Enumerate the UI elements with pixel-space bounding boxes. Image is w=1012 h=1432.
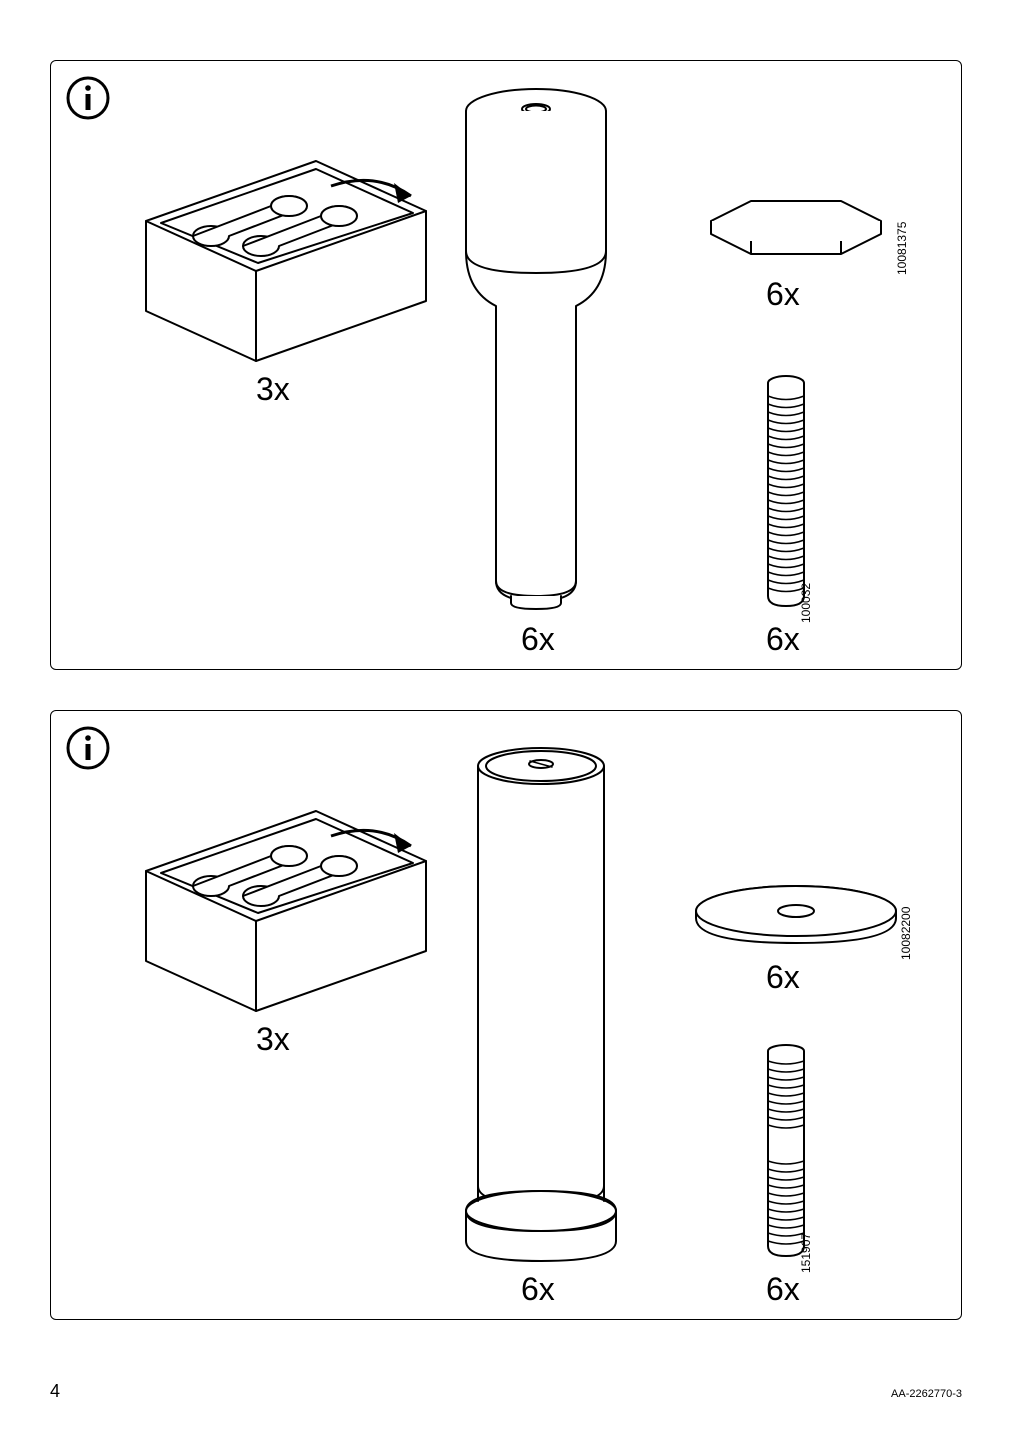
page-number: 4 bbox=[50, 1381, 60, 1402]
bolt-quantity-label: 6x bbox=[766, 621, 800, 658]
bolt-quantity-label: 6x bbox=[766, 1271, 800, 1308]
bolt-part-number: 100032 bbox=[799, 583, 813, 623]
leg-type-a-illustration bbox=[441, 81, 631, 611]
hex-part-number: 10081375 bbox=[895, 222, 909, 275]
leg-quantity-label: 6x bbox=[521, 621, 555, 658]
box-quantity-label: 3x bbox=[256, 1021, 290, 1058]
assembly-instruction-page: 3x 6x 6x 10 bbox=[0, 0, 1012, 1432]
bolt-part-number: 151907 bbox=[799, 1233, 813, 1273]
leg-quantity-label: 6x bbox=[521, 1271, 555, 1308]
hex-quantity-label: 6x bbox=[766, 276, 800, 313]
hex-plate-illustration bbox=[691, 186, 901, 266]
box-quantity-label: 3x bbox=[256, 371, 290, 408]
parts-box-illustration bbox=[116, 131, 436, 381]
info-icon bbox=[66, 76, 110, 120]
hardware-panel-1: 3x 6x 6x 10 bbox=[50, 60, 962, 670]
document-id: AA-2262770-3 bbox=[891, 1388, 962, 1400]
washer-quantity-label: 6x bbox=[766, 959, 800, 996]
parts-box-illustration bbox=[116, 781, 436, 1031]
washer-part-number: 10082200 bbox=[899, 907, 913, 960]
threaded-bolt-illustration bbox=[751, 371, 821, 611]
leg-type-b-illustration bbox=[446, 741, 636, 1271]
washer-illustration bbox=[686, 881, 906, 951]
info-icon bbox=[66, 726, 110, 770]
hardware-panel-2: 3x 6x bbox=[50, 710, 962, 1320]
double-thread-bolt-illustration bbox=[751, 1041, 821, 1261]
